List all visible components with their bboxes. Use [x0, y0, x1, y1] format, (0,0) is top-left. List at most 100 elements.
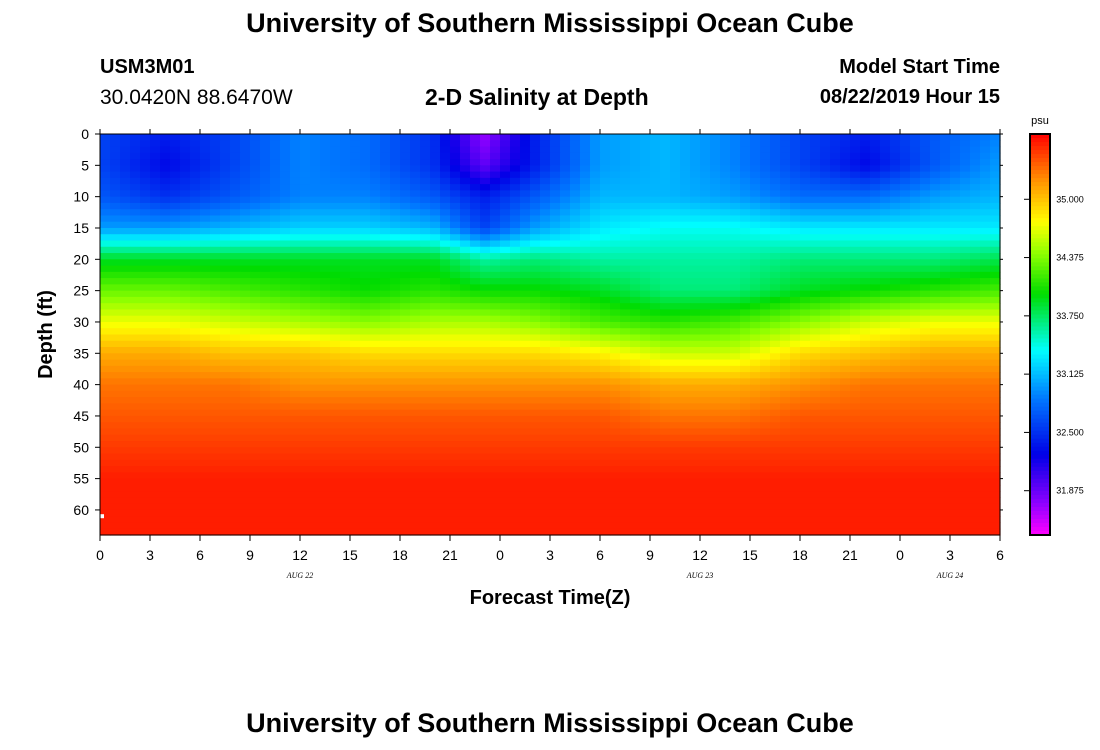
heatmap-cell [610, 165, 621, 173]
heatmap-cell [500, 134, 511, 141]
heatmap-cell [940, 221, 951, 229]
heatmap-cell [990, 215, 1001, 223]
heatmap-cell [530, 259, 541, 267]
heatmap-cell [610, 397, 621, 405]
heatmap-cell [250, 259, 261, 267]
heatmap-cell [830, 196, 841, 204]
heatmap-cell [680, 334, 691, 342]
heatmap-cell [140, 422, 151, 430]
heatmap-cell [830, 221, 841, 229]
heatmap-cell [360, 459, 371, 467]
heatmap-cell [200, 227, 211, 235]
heatmap-cell [210, 246, 221, 254]
heatmap-cell [550, 209, 561, 217]
heatmap-cell [820, 259, 831, 267]
heatmap-cell [910, 422, 921, 430]
heatmap-cell [800, 453, 811, 461]
heatmap-cell [170, 447, 181, 455]
heatmap-cell [910, 284, 921, 292]
heatmap-cell [980, 409, 991, 417]
heatmap-cell [350, 196, 361, 204]
heatmap-cell [950, 315, 961, 323]
heatmap-cell [440, 472, 451, 480]
heatmap-cell [800, 372, 811, 379]
heatmap-cell [330, 415, 341, 423]
heatmap-cell [680, 372, 691, 379]
heatmap-cell [570, 140, 581, 148]
heatmap-cell [450, 290, 461, 298]
heatmap-cell [370, 321, 381, 329]
heatmap-cell [180, 246, 191, 254]
heatmap-cell [210, 265, 221, 273]
heatmap-cell [240, 140, 251, 148]
heatmap-cell [990, 265, 1001, 273]
heatmap-cell [600, 253, 611, 260]
heatmap-cell [720, 403, 731, 411]
heatmap-cell [440, 434, 451, 442]
heatmap-cell [920, 278, 931, 285]
heatmap-cell [350, 165, 361, 173]
heatmap-cell [430, 422, 441, 430]
heatmap-cell [350, 184, 361, 191]
heatmap-cell [180, 146, 191, 154]
heatmap-cell [850, 328, 861, 336]
heatmap-cell [950, 140, 961, 148]
heatmap-cell [880, 409, 891, 417]
heatmap-cell [920, 434, 931, 442]
heatmap-cell [870, 221, 881, 229]
heatmap-cell [240, 422, 251, 430]
heatmap-cell [550, 353, 561, 361]
heatmap-cell [290, 340, 301, 348]
heatmap-cell [430, 152, 441, 160]
heatmap-cell [470, 152, 481, 160]
heatmap-cell [830, 296, 841, 304]
heatmap-cell [640, 246, 651, 254]
heatmap-cell [140, 434, 151, 442]
heatmap-cell [970, 221, 981, 229]
heatmap-cell [380, 441, 391, 448]
heatmap-cell [400, 184, 411, 191]
heatmap-cell [760, 296, 771, 304]
heatmap-cell [940, 353, 951, 361]
heatmap-cell [260, 152, 271, 160]
heatmap-cell [880, 234, 891, 242]
heatmap-cell [620, 466, 631, 473]
heatmap-cell [390, 271, 401, 279]
heatmap-cell [670, 359, 681, 367]
heatmap-cell [760, 146, 771, 154]
heatmap-cell [610, 441, 621, 448]
heatmap-cell [950, 415, 961, 423]
heatmap-cell [350, 384, 361, 392]
heatmap-cell [690, 215, 701, 223]
heatmap-cell [290, 422, 301, 430]
heatmap-cell [340, 347, 351, 354]
heatmap-cell [220, 146, 231, 154]
heatmap-cell [630, 384, 641, 392]
heatmap-cell [660, 309, 671, 317]
heatmap-cell [360, 303, 371, 311]
heatmap-cell [130, 359, 141, 367]
heatmap-cell [490, 315, 501, 323]
heatmap-cell [310, 240, 321, 248]
heatmap-cell [660, 422, 671, 430]
heatmap-cell [540, 321, 551, 329]
heatmap-cell [930, 209, 941, 217]
heatmap-cell [660, 240, 671, 248]
heatmap-cell [290, 359, 301, 367]
heatmap-cell [920, 259, 931, 267]
heatmap-cell [230, 321, 241, 329]
heatmap-cell [490, 184, 501, 191]
heatmap-cell [560, 146, 571, 154]
heatmap-cell [820, 215, 831, 223]
heatmap-cell [600, 152, 611, 160]
heatmap-cell [540, 303, 551, 311]
heatmap-cell [600, 259, 611, 267]
heatmap-cell [660, 384, 671, 392]
heatmap-cell [910, 340, 921, 348]
heatmap-cell [180, 184, 191, 191]
heatmap-cell [400, 447, 411, 455]
heatmap-cell [180, 403, 191, 411]
heatmap-cell [210, 296, 221, 304]
heatmap-cell [840, 296, 851, 304]
heatmap-cell [250, 290, 261, 298]
